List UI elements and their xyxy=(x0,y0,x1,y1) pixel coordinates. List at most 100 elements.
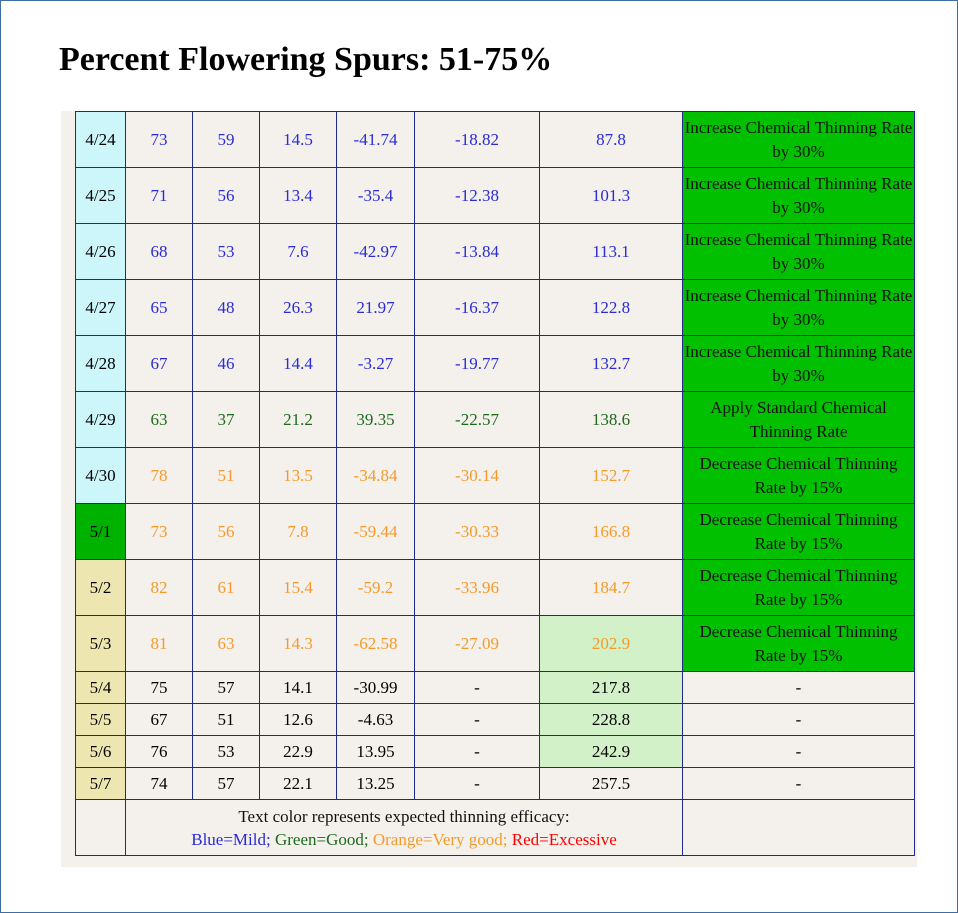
recommendation-cell: Apply Standard Chemical Thinning Rate xyxy=(682,391,915,448)
cell-value-6: 166.8 xyxy=(539,503,683,560)
table-row: 4/28 67 46 14.4 -3.27 -19.77 132.7 Increase Che… xyxy=(75,335,915,392)
cell-value-2: 57 xyxy=(192,671,260,704)
recommendation-cell: Increase Chemical Thinning Rate by 30% xyxy=(682,335,915,392)
cell-value-3: 14.1 xyxy=(259,671,337,704)
cell-value-2: 37 xyxy=(192,391,260,448)
date-cell: 4/28 xyxy=(75,335,126,392)
table-row: 5/5 67 51 12.6 -4.63-228.8- xyxy=(75,703,915,736)
cell-value-3: 7.6 xyxy=(259,223,337,280)
date-cell: 5/2 xyxy=(75,559,126,616)
cell-value-1: 73 xyxy=(125,503,193,560)
date-cell: 5/4 xyxy=(75,671,126,704)
cell-value-1: 75 xyxy=(125,671,193,704)
cell-value-6: 152.7 xyxy=(539,447,683,504)
cell-value-5: - xyxy=(414,703,540,736)
cell-value-5: -30.14 xyxy=(414,447,540,504)
cell-value-6: 122.8 xyxy=(539,279,683,336)
cell-value-4: -3.27 xyxy=(336,335,415,392)
cell-value-4: -41.74 xyxy=(336,111,415,168)
cell-value-5: -18.82 xyxy=(414,111,540,168)
legend-heading: Text color represents expected thinning … xyxy=(238,806,570,826)
recommendation-cell: Increase Chemical Thinning Rate by 30% xyxy=(682,223,915,280)
recommendation-cell: - xyxy=(682,767,915,800)
cell-value-4: -35.4 xyxy=(336,167,415,224)
cell-value-1: 74 xyxy=(125,767,193,800)
cell-value-6: 217.8 xyxy=(539,671,683,704)
cell-value-6: 87.8 xyxy=(539,111,683,168)
cell-value-3: 15.4 xyxy=(259,559,337,616)
cell-value-3: 22.1 xyxy=(259,767,337,800)
cell-value-4: -42.97 xyxy=(336,223,415,280)
table-row: 5/7 74 57 22.1 13.25-257.5- xyxy=(75,767,915,800)
date-cell: 5/6 xyxy=(75,735,126,768)
table-row: 4/30 78 51 13.5 -34.84 -30.14 152.7 Decrease Ch… xyxy=(75,447,915,504)
legend-row: Text color represents expected thinning … xyxy=(75,799,915,856)
cell-value-2: 56 xyxy=(192,167,260,224)
cell-value-6: 228.8 xyxy=(539,703,683,736)
cell-value-6: 202.9 xyxy=(539,615,683,672)
legend-green: Green=Good; xyxy=(274,829,369,849)
cell-value-4: -30.99 xyxy=(336,671,415,704)
cell-value-2: 46 xyxy=(192,335,260,392)
cell-value-4: 39.35 xyxy=(336,391,415,448)
cell-value-6: 242.9 xyxy=(539,735,683,768)
legend-orange: Orange=Very good; xyxy=(372,829,508,849)
cell-value-5: - xyxy=(414,767,540,800)
cell-value-1: 76 xyxy=(125,735,193,768)
cell-value-2: 56 xyxy=(192,503,260,560)
page-title: Percent Flowering Spurs: 51-75% xyxy=(59,41,553,78)
cell-value-5: -12.38 xyxy=(414,167,540,224)
table-container: 4/24 73 59 14.5 -41.74 -18.82 87.8 Increase Che… xyxy=(61,111,917,867)
recommendation-cell: Decrease Chemical Thinning Rate by 15% xyxy=(682,447,915,504)
cell-value-2: 48 xyxy=(192,279,260,336)
cell-value-5: -27.09 xyxy=(414,615,540,672)
cell-value-1: 73 xyxy=(125,111,193,168)
cell-value-3: 21.2 xyxy=(259,391,337,448)
cell-value-1: 71 xyxy=(125,167,193,224)
cell-value-4: 21.97 xyxy=(336,279,415,336)
table-row: 4/25 71 56 13.4 -35.4 -12.38 101.3 Increase Che… xyxy=(75,167,915,224)
cell-value-1: 65 xyxy=(125,279,193,336)
cell-value-6: 132.7 xyxy=(539,335,683,392)
table-row: 4/27 65 48 26.3 21.97 -16.37 122.8 Increase Che… xyxy=(75,279,915,336)
cell-value-1: 78 xyxy=(125,447,193,504)
recommendation-cell: - xyxy=(682,703,915,736)
cell-value-3: 12.6 xyxy=(259,703,337,736)
recommendation-cell: Decrease Chemical Thinning Rate by 15% xyxy=(682,503,915,560)
date-cell: 5/5 xyxy=(75,703,126,736)
cell-value-6: 101.3 xyxy=(539,167,683,224)
cell-value-2: 51 xyxy=(192,447,260,504)
table-row: 5/6 76 53 22.9 13.95-242.9- xyxy=(75,735,915,768)
table-row: 5/1 73 56 7.8 -59.44 -30.33 166.8 Decrease Chem… xyxy=(75,503,915,560)
date-cell: 4/30 xyxy=(75,447,126,504)
cell-value-3: 26.3 xyxy=(259,279,337,336)
cell-value-5: -16.37 xyxy=(414,279,540,336)
date-cell: 4/24 xyxy=(75,111,126,168)
cell-value-1: 81 xyxy=(125,615,193,672)
cell-value-5: -19.77 xyxy=(414,335,540,392)
recommendation-cell: Increase Chemical Thinning Rate by 30% xyxy=(682,167,915,224)
cell-value-4: -34.84 xyxy=(336,447,415,504)
date-cell: 5/7 xyxy=(75,767,126,800)
cell-value-2: 59 xyxy=(192,111,260,168)
date-cell: 4/25 xyxy=(75,167,126,224)
cell-value-3: 13.4 xyxy=(259,167,337,224)
cell-value-1: 67 xyxy=(125,335,193,392)
cell-value-3: 14.3 xyxy=(259,615,337,672)
recommendation-cell: - xyxy=(682,735,915,768)
cell-value-3: 14.5 xyxy=(259,111,337,168)
legend-empty-cell-right xyxy=(682,799,915,856)
recommendation-cell: Decrease Chemical Thinning Rate by 15% xyxy=(682,615,915,672)
cell-value-5: -33.96 xyxy=(414,559,540,616)
table-row: 5/3 81 63 14.3 -62.58 -27.09 202.9 Decrease Che… xyxy=(75,615,915,672)
table-row: 5/4 75 57 14.1 -30.99-217.8- xyxy=(75,671,915,704)
cell-value-2: 63 xyxy=(192,615,260,672)
cell-value-2: 57 xyxy=(192,767,260,800)
cell-value-4: -4.63 xyxy=(336,703,415,736)
recommendation-cell: - xyxy=(682,671,915,704)
table-row: 4/24 73 59 14.5 -41.74 -18.82 87.8 Increase Che… xyxy=(75,111,915,168)
legend-blue: Blue=Mild; xyxy=(191,829,271,849)
recommendation-cell: Increase Chemical Thinning Rate by 30% xyxy=(682,111,915,168)
cell-value-2: 61 xyxy=(192,559,260,616)
